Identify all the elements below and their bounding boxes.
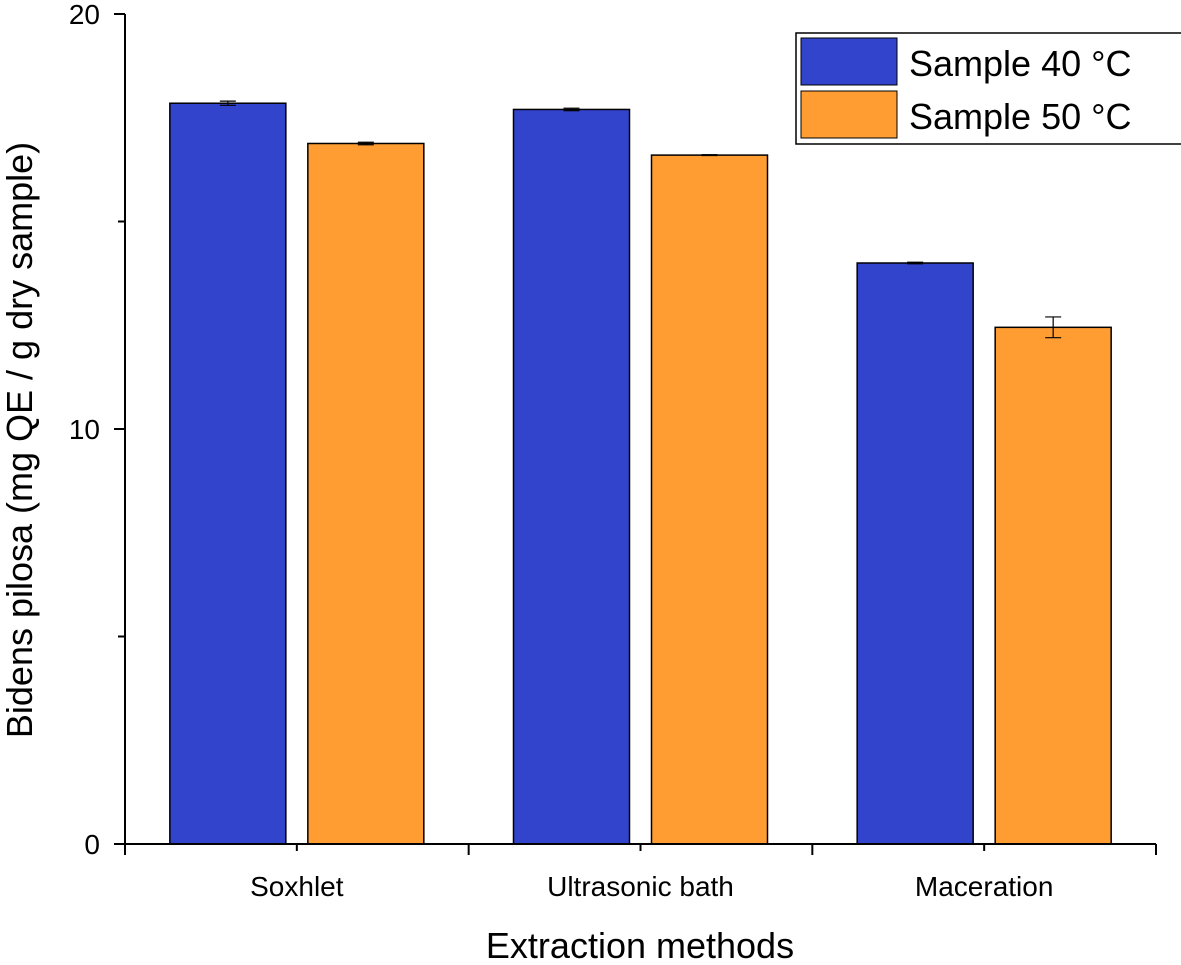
y-ticks: 0 10 20 bbox=[69, 0, 125, 860]
y-tick-label-10: 10 bbox=[69, 414, 100, 445]
x-axis-title: Extraction methods bbox=[486, 925, 794, 965]
errorbar-soxhlet-series-1 bbox=[219, 100, 236, 106]
legend-label-40c: Sample 40 °C bbox=[909, 43, 1132, 84]
errorbar-ultrasonic-bath-series-2 bbox=[701, 154, 718, 157]
legend-label-50c: Sample 50 °C bbox=[909, 96, 1132, 137]
bar-maceration-series-1 bbox=[856, 262, 974, 845]
errorbar-maceration-series-1 bbox=[907, 261, 924, 265]
errorbar-ultrasonic-bath-series-1 bbox=[563, 107, 580, 112]
y-tick-label-0: 0 bbox=[84, 829, 100, 860]
errorbars-layer bbox=[219, 100, 1062, 339]
bar-soxhlet-series-1 bbox=[169, 102, 287, 845]
errorbar-soxhlet-series-2 bbox=[357, 141, 374, 146]
legend: Sample 40 °C Sample 50 °C bbox=[795, 32, 1181, 145]
x-ticks: Soxhlet Ultrasonic bath Maceration bbox=[124, 844, 1157, 902]
bars-layer bbox=[169, 102, 1112, 845]
errorbar-maceration-series-2 bbox=[1045, 316, 1062, 339]
x-tick-label-ultrasonic-bath: Ultrasonic bath bbox=[547, 871, 734, 902]
y-tick-label-20: 20 bbox=[69, 0, 100, 30]
x-tick-label-maceration: Maceration bbox=[915, 871, 1054, 902]
x-tick-label-soxhlet: Soxhlet bbox=[250, 871, 344, 902]
legend-swatch-50c bbox=[800, 90, 898, 139]
bar-ultrasonic-bath-series-1 bbox=[512, 108, 631, 845]
bar-soxhlet-series-2 bbox=[307, 142, 425, 845]
bar-ultrasonic-bath-series-2 bbox=[650, 154, 769, 845]
y-axis-title: Bidens pilosa (mg QE / g dry sample) bbox=[0, 142, 40, 738]
legend-swatch-40c bbox=[800, 37, 898, 86]
bar-maceration-series-2 bbox=[994, 326, 1112, 845]
